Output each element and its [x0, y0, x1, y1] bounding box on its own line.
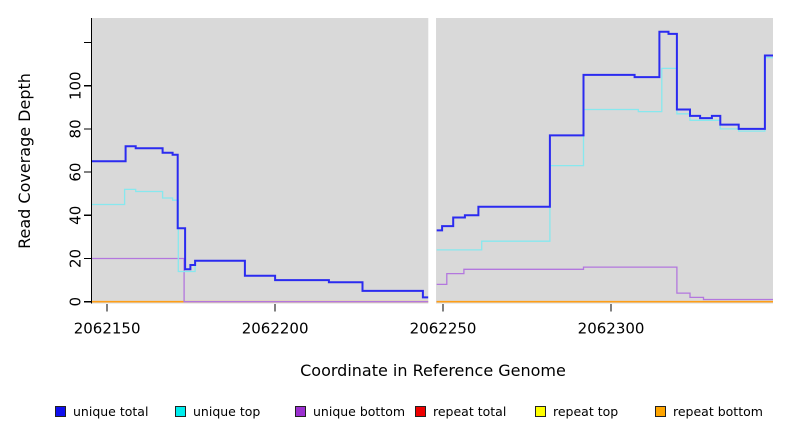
legend-item-repeat-total: repeat total — [415, 403, 506, 419]
legend: unique total unique top unique bottom re… — [0, 403, 792, 423]
series-unique-bottom-line — [436, 266, 773, 301]
y-tick-label: 20 — [67, 249, 85, 268]
legend-label: repeat top — [553, 403, 619, 419]
legend-label: repeat total — [433, 403, 507, 419]
legend-item-unique-top: unique top — [175, 403, 260, 419]
series-unique-bottom-line — [92, 257, 429, 303]
series-unique-total-line — [436, 30, 773, 232]
legend-label: unique total — [73, 403, 149, 419]
legend-item-repeat-bottom: repeat bottom — [655, 403, 763, 419]
y-tick-label: 80 — [67, 119, 85, 138]
legend-label: unique top — [193, 403, 261, 419]
no-data-gap — [428, 17, 437, 305]
x-tick-label: 2062200 — [242, 320, 309, 338]
y-tick-label: 100 — [67, 71, 85, 100]
repeat-bottom-swatch-icon — [655, 405, 666, 417]
legend-item-unique-bottom: unique bottom — [295, 403, 405, 419]
y-tick-label: 60 — [67, 163, 85, 182]
y-axis-title: Read Coverage Depth — [15, 73, 34, 249]
x-tick-label: 2062250 — [410, 320, 477, 338]
series-unique-total-line — [92, 145, 429, 299]
x-tick-label: 2062300 — [578, 320, 645, 338]
repeat-top-swatch-icon — [535, 405, 546, 417]
legend-label: repeat bottom — [673, 403, 763, 419]
unique-bottom-swatch-icon — [295, 405, 306, 417]
unique-top-swatch-icon — [175, 405, 186, 417]
repeat-total-swatch-icon — [415, 405, 426, 417]
legend-item-unique-total: unique total — [55, 403, 148, 419]
y-tick-label: 40 — [67, 206, 85, 225]
unique-total-swatch-icon — [55, 405, 66, 417]
legend-label: unique bottom — [313, 403, 406, 419]
x-axis-title: Coordinate in Reference Genome — [300, 361, 566, 380]
x-tick-label: 2062150 — [74, 320, 141, 338]
legend-item-repeat-top: repeat top — [535, 403, 618, 419]
y-tick-label: 0 — [67, 297, 85, 307]
